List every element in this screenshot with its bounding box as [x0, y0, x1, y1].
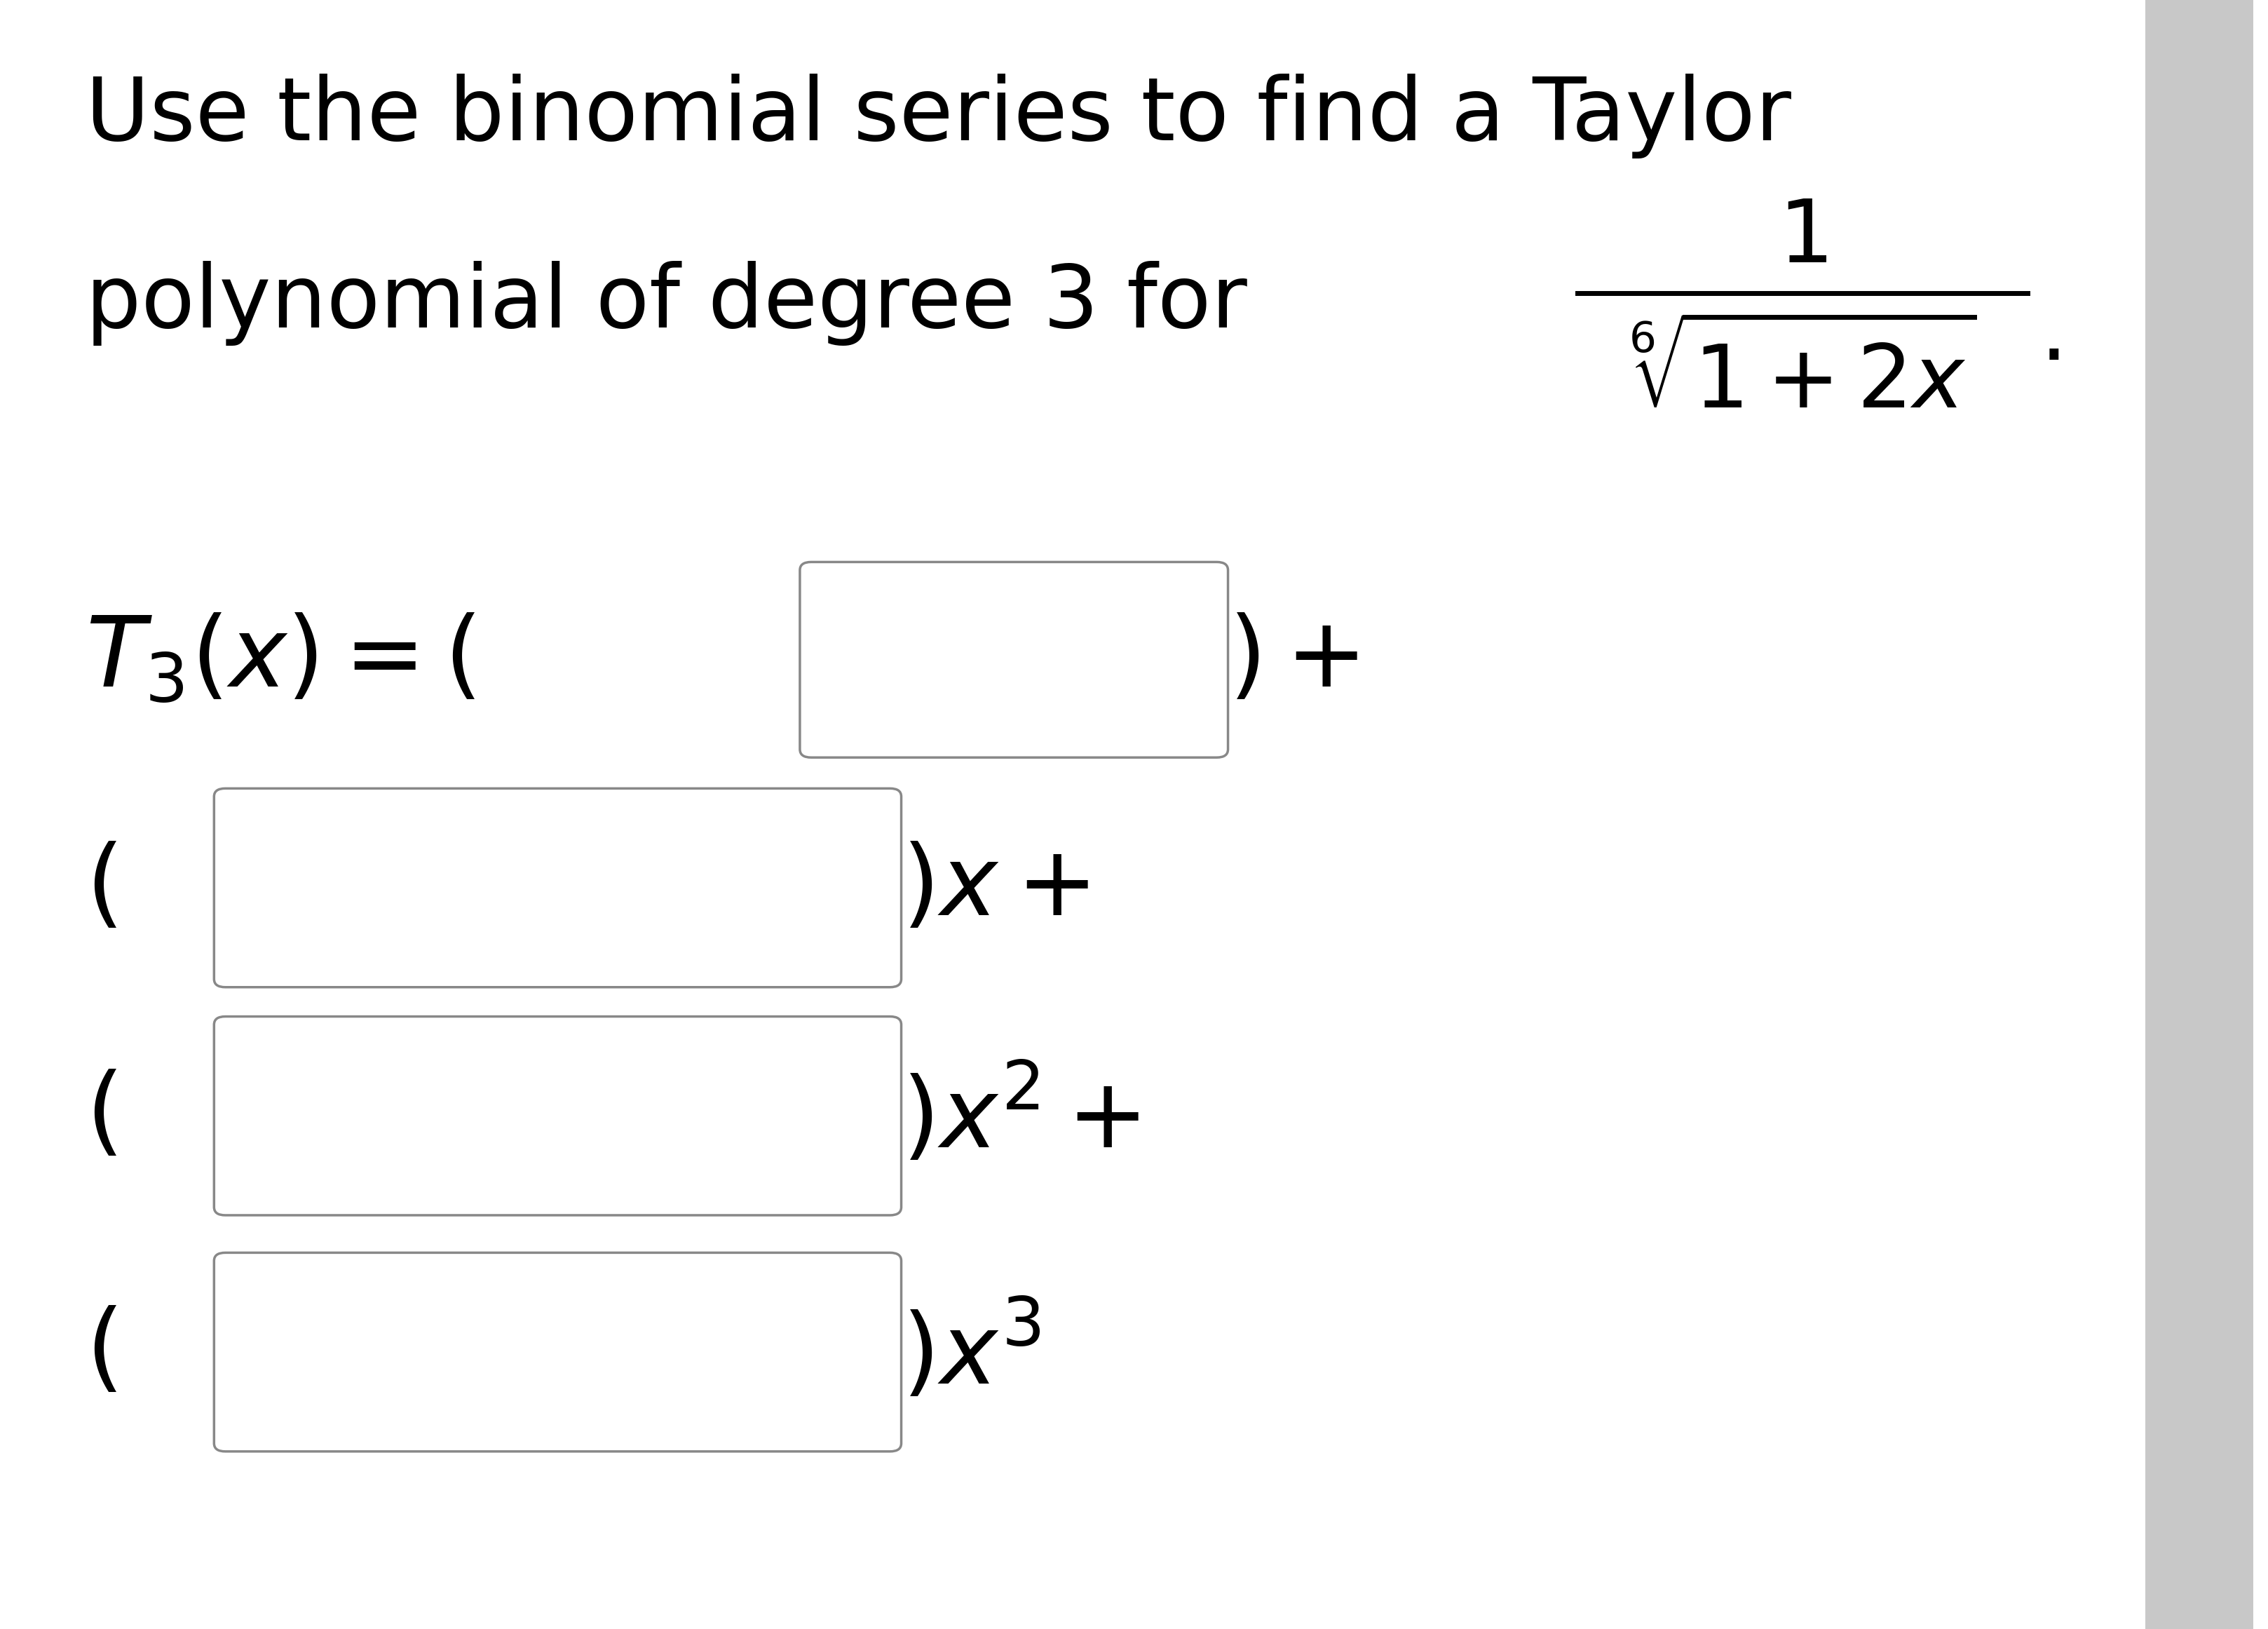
- Text: $($: $($: [86, 841, 118, 935]
- Text: $\mathit{1}$: $\mathit{1}$: [1778, 195, 1828, 280]
- FancyBboxPatch shape: [213, 1253, 900, 1451]
- FancyBboxPatch shape: [213, 1016, 900, 1215]
- Text: $T_3(x) = ($: $T_3(x) = ($: [86, 613, 476, 707]
- Text: $)x +$: $)x +$: [900, 841, 1089, 935]
- Text: $.$: $.$: [2039, 293, 2059, 378]
- FancyBboxPatch shape: [213, 788, 900, 987]
- Text: $\sqrt[6]{1 + 2x}$: $\sqrt[6]{1 + 2x}$: [1628, 326, 1978, 427]
- Text: Use the binomial series to find a Taylor: Use the binomial series to find a Taylor: [86, 73, 1792, 158]
- Text: $($: $($: [86, 1305, 118, 1399]
- FancyBboxPatch shape: [801, 562, 1227, 757]
- Bar: [2146, 0, 2252, 1629]
- Text: $)x^3$: $)x^3$: [900, 1300, 1041, 1404]
- Text: polynomial of degree 3 for: polynomial of degree 3 for: [86, 261, 1247, 345]
- Text: $($: $($: [86, 1069, 118, 1163]
- Text: $)x^2 +$: $)x^2 +$: [900, 1064, 1139, 1168]
- Text: $) +$: $) +$: [1227, 613, 1359, 707]
